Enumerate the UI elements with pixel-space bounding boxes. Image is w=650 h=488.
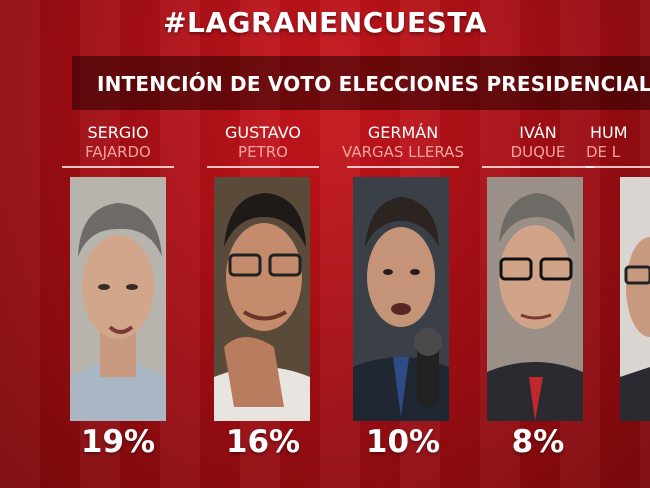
man-glasses-red-tie-portrait-icon [487,177,583,421]
man-speaking-microphone-portrait-icon [353,177,449,421]
name-underline [586,166,650,168]
candidate-last-name: VARGAS LLERAS [342,143,464,161]
candidate-percentage: 10% [365,424,441,460]
man-glasses-partial-portrait-icon [620,177,650,421]
candidate-first-name: SERGIO [87,123,149,142]
chart-subtitle: INTENCIÓN DE VOTO ELECCIONES PRESIDENCIA… [97,72,650,96]
candidate-last-name: FAJARDO [85,143,151,161]
candidate-last-name: DE L [586,143,621,161]
candidate-percentage: 19% [80,424,156,460]
man-grey-curly-hair-portrait-icon [70,177,166,421]
candidate-percentage: 16% [225,424,301,460]
candidate-last-name: PETRO [238,143,288,161]
candidate-last-name: DUQUE [510,143,566,161]
candidate-percentage: 8% [511,424,565,460]
name-underline [347,166,459,168]
man-glasses-hand-on-chin-portrait-icon [214,177,310,421]
candidate-first-name: GUSTAVO [225,123,301,142]
name-underline [207,166,319,168]
candidate-first-name: GERMÁN [367,123,439,142]
candidate-first-name: HUM [590,123,628,142]
subtitle-bar [72,56,650,110]
candidate-first-name: IVÁN [519,123,557,142]
name-underline [482,166,594,168]
name-underline [62,166,174,168]
hashtag-title: #LAGRANENCUESTA [163,6,487,39]
